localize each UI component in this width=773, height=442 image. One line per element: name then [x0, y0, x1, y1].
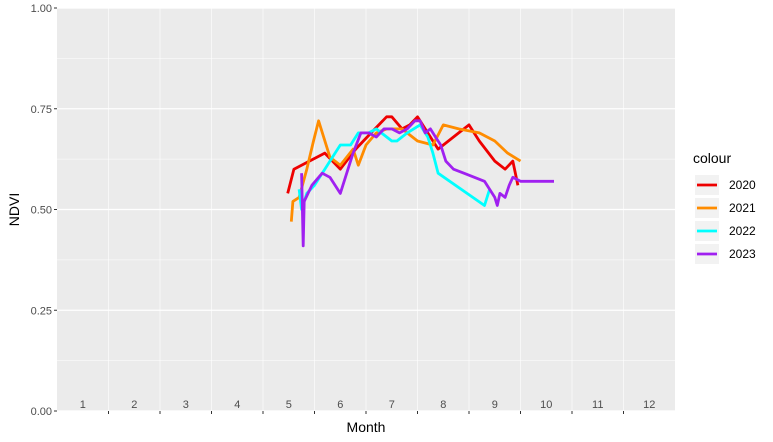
x-tick-label: 7	[389, 399, 395, 411]
x-tick-label: 3	[183, 399, 189, 411]
y-tick-label: 0.25	[31, 305, 52, 317]
y-tick-label: 1.00	[31, 3, 52, 15]
series-lines	[286, 115, 554, 248]
legend-label-2021: 2021	[729, 201, 756, 215]
series-line-2023	[300, 119, 554, 248]
x-tick-label: 4	[234, 399, 240, 411]
legend-label-2023: 2023	[729, 247, 756, 261]
legend-label-2020: 2020	[729, 178, 756, 192]
x-tick-label: 1	[80, 399, 86, 411]
y-axis-title: NDVI	[6, 193, 22, 226]
x-axis-title: Month	[347, 419, 386, 435]
y-axis: 0.00 0.25 0.50 0.75 1.00	[31, 3, 57, 418]
x-tick-label: 12	[643, 399, 655, 411]
x-tick-label: 6	[337, 399, 343, 411]
x-tick-label: 10	[540, 399, 552, 411]
x-tick-label: 8	[440, 399, 446, 411]
legend-label-2022: 2022	[729, 224, 756, 238]
x-tick-label: 11	[592, 399, 603, 411]
y-tick-label: 0.50	[31, 205, 52, 217]
legend: colour 2020 2021 2022 2023	[693, 150, 756, 264]
x-tick-label: 9	[492, 399, 498, 411]
y-tick-label: 0.75	[31, 104, 52, 116]
series-line-2021	[289, 119, 522, 222]
x-axis: 1 2 3 4 5 6 7 8 9 10 11 12	[80, 399, 655, 414]
series-line-2022	[297, 123, 491, 211]
legend-title: colour	[693, 150, 731, 166]
x-tick-label: 2	[131, 399, 137, 411]
y-tick-label: 0.00	[31, 406, 52, 418]
x-tick-label: 5	[286, 399, 292, 411]
